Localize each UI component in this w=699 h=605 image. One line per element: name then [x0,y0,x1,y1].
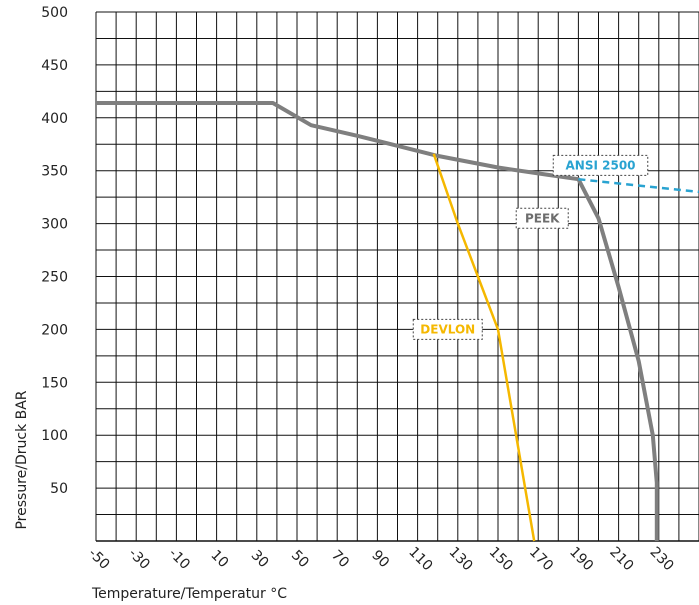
x-tick-label: 50 [288,547,312,571]
x-tick-label: 190 [566,544,596,574]
x-tick-label: 230 [647,544,677,574]
y-tick-label: 50 [50,481,68,497]
series-line-peek [96,101,659,541]
x-tick-label: 110 [405,544,435,574]
x-tick-label: -10 [165,545,192,572]
y-tick-label: 100 [41,428,68,444]
label-box [552,154,649,176]
x-tick-label: 170 [526,544,556,574]
y-tick-label: 250 [41,270,68,286]
grid [95,11,699,542]
series-group [96,101,699,542]
x-tick-label: 30 [248,547,272,571]
series-line-ansi-2500 [578,177,699,194]
y-axis-title: Pressure/Druck BAR [14,390,30,529]
label-box [412,318,483,340]
y-tick-label: 400 [41,111,68,127]
y-tick-label: 350 [41,164,68,180]
series-line-devlon [432,153,536,542]
y-tick-label: 500 [41,5,68,21]
x-tick-label: 130 [446,544,476,574]
x-axis-title: Temperature/Temperatur °C [91,586,287,602]
x-tick-label: -50 [85,545,112,572]
y-tick-label: 150 [41,375,68,391]
label-ansi-2500: ANSI 2500 [552,154,649,176]
x-tick-label: 210 [606,544,636,574]
y-tick-label: 300 [41,217,68,233]
y-tick-label: 450 [41,58,68,74]
label-box [515,207,569,229]
x-tick-label: 70 [328,547,352,571]
label-text: ANSI 2500 [566,158,636,172]
y-tick-label: 200 [41,322,68,338]
label-text: DEVLON [420,322,475,336]
x-tick-label: 150 [486,544,516,574]
x-tick-label: -30 [125,545,152,572]
x-tick-label: 10 [207,547,231,571]
label-text: PEEK [525,211,560,225]
label-devlon: DEVLON [412,318,483,340]
series-labels: ANSI 2500 PEEK DEVLON [412,154,649,340]
x-tick-label: 90 [368,547,392,571]
label-peek: PEEK [515,207,569,229]
